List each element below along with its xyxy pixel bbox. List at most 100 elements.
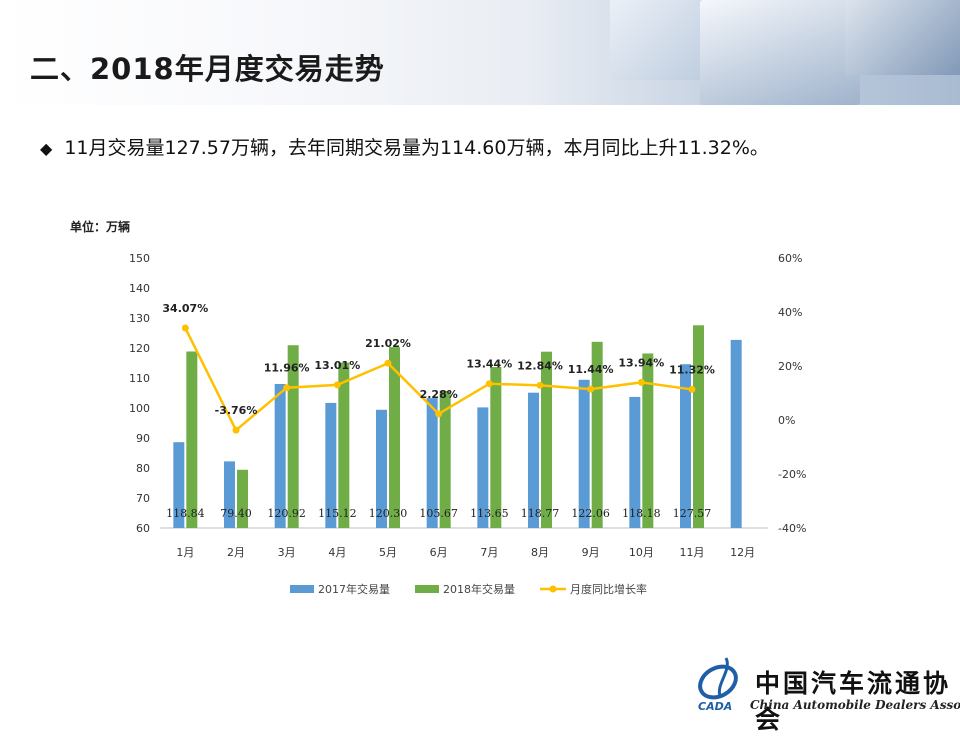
x-tick-label: 2月: [227, 546, 245, 559]
bar-2018-data-label: 118.18: [622, 507, 661, 520]
y-tick-label: 140: [129, 282, 150, 295]
legend-label: 月度同比增长率: [570, 582, 647, 596]
y2-tick-label: -20%: [778, 468, 806, 481]
y-tick-label: 130: [129, 312, 150, 325]
bar-2018: [338, 362, 350, 528]
page-title: 二、2018年月度交易走势: [30, 52, 385, 86]
bar-2017: [224, 461, 235, 528]
growth-rate-data-label: -3.76%: [215, 404, 258, 417]
y-tick-label: 60: [136, 522, 150, 535]
growth-rate-data-label: 21.02%: [365, 337, 411, 350]
bar-2018: [186, 351, 198, 528]
growth-rate-data-label: 11.44%: [568, 363, 614, 376]
bar-2017: [578, 379, 590, 528]
bar-2018: [541, 351, 552, 528]
bar-2018-data-label: 120.30: [369, 507, 408, 520]
growth-rate-point: [587, 385, 595, 393]
bar-2018-data-label: 105.67: [419, 507, 458, 520]
bar-2018-data-label: 118.84: [166, 507, 205, 520]
bar-2018-data-label: 122.06: [571, 507, 610, 520]
y-tick-label: 100: [129, 402, 150, 415]
y-tick-label: 150: [129, 252, 150, 265]
growth-rate-point: [181, 324, 189, 332]
growth-rate-point: [688, 385, 696, 393]
legend-swatch: [290, 585, 314, 593]
x-tick-label: 10月: [629, 546, 654, 559]
x-tick-label: 3月: [278, 546, 296, 559]
bar-2017: [376, 409, 387, 528]
growth-rate-point: [485, 380, 493, 388]
x-tick-label: 8月: [531, 546, 549, 559]
bar-2018-data-label: 120.92: [267, 507, 306, 520]
bar-2018: [490, 367, 502, 528]
y-tick-label: 120: [129, 342, 150, 355]
bar-2018-data-label: 118.77: [521, 507, 560, 520]
growth-rate-data-label: 13.94%: [618, 356, 664, 369]
x-tick-label: 4月: [328, 546, 346, 559]
cada-logo: CADA: [698, 657, 738, 713]
y-tick-label: 70: [136, 492, 150, 505]
y2-tick-label: -40%: [778, 522, 806, 535]
growth-rate-point: [232, 426, 240, 434]
growth-rate-data-label: 13.01%: [314, 359, 360, 372]
bullet-icon: ◆: [40, 139, 53, 158]
growth-rate-point: [384, 359, 392, 367]
bar-2017: [426, 398, 438, 528]
bar-2018: [642, 353, 654, 528]
x-tick-label: 9月: [582, 546, 600, 559]
growth-rate-data-label: 34.07%: [162, 302, 208, 315]
growth-rate-data-label: 2.28%: [420, 388, 458, 401]
y-tick-label: 90: [136, 432, 150, 445]
bar-2018: [591, 341, 603, 528]
summary-line: ◆ 11月交易量127.57万辆，去年同期交易量为114.60万辆，本月同比上升1…: [40, 133, 769, 160]
y2-tick-label: 0%: [778, 414, 795, 427]
bar-2017: [274, 384, 286, 528]
y2-tick-label: 40%: [778, 306, 802, 319]
summary-text: 11月交易量127.57万辆，去年同期交易量为114.60万辆，本月同比上升11…: [64, 137, 769, 159]
svg-text:CADA: CADA: [698, 700, 732, 713]
bar-2017: [730, 339, 742, 528]
bar-2017: [680, 364, 691, 528]
y-tick-label: 110: [129, 372, 150, 385]
growth-rate-point: [637, 378, 645, 386]
x-tick-label: 5月: [379, 546, 397, 559]
monthly-trading-chart: 单位：万辆 150 140 130 120 110 100 90 80 70 60 60% 40% 20…: [70, 219, 806, 596]
legend-label: 2017年交易量: [318, 582, 390, 596]
growth-rate-data-label: 13.44%: [466, 358, 512, 371]
x-tick-label: 6月: [430, 546, 448, 559]
growth-rate-data-label: 11.96%: [264, 362, 310, 375]
legend-swatch-marker: [549, 585, 557, 593]
bar-2018-data-label: 113.65: [470, 507, 509, 520]
growth-rate-point: [536, 381, 544, 389]
y2-tick-label: 60%: [778, 252, 802, 265]
y-tick-label: 80: [136, 462, 150, 475]
x-tick-label: 12月: [730, 546, 755, 559]
bar-2018: [237, 469, 248, 528]
org-name-en: China Automobile Dealers Association: [750, 698, 960, 712]
header-banner: [0, 0, 960, 105]
x-tick-label: 1月: [176, 546, 194, 559]
legend-swatch: [415, 585, 439, 593]
growth-rate-point: [283, 384, 291, 392]
bar-2017: [173, 442, 185, 528]
banner-cube-decoration: [700, 0, 860, 105]
y2-tick-label: 20%: [778, 360, 802, 373]
bar-2017: [325, 402, 337, 528]
bar-2017: [528, 392, 539, 528]
bar-2018: [389, 347, 400, 528]
x-tick-label: 7月: [480, 546, 498, 559]
unit-label: 单位：万辆: [70, 219, 130, 234]
bar-2018-data-label: 79.40: [220, 507, 252, 520]
growth-rate-point: [333, 381, 341, 389]
legend-label: 2018年交易量: [443, 582, 515, 596]
x-tick-label: 11月: [680, 546, 705, 559]
bar-2017: [629, 396, 641, 528]
bar-2017: [477, 407, 489, 528]
banner-cube-decoration: [845, 0, 960, 75]
bar-2018-data-label: 127.57: [673, 507, 712, 520]
growth-rate-point: [435, 410, 443, 418]
bar-2018: [439, 390, 451, 528]
bar-2018-data-label: 115.12: [318, 507, 357, 520]
bar-2018: [693, 325, 704, 528]
growth-rate-data-label: 12.84%: [517, 359, 563, 372]
